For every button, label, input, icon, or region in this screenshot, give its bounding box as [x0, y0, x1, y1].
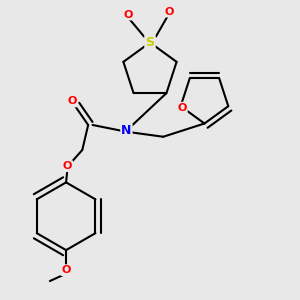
Text: O: O: [123, 10, 133, 20]
Text: O: O: [61, 265, 71, 275]
Text: O: O: [178, 103, 187, 113]
Text: N: N: [121, 124, 132, 137]
Text: O: O: [164, 7, 174, 16]
Text: O: O: [63, 161, 72, 171]
Text: O: O: [67, 96, 77, 106]
Text: S: S: [146, 36, 154, 49]
